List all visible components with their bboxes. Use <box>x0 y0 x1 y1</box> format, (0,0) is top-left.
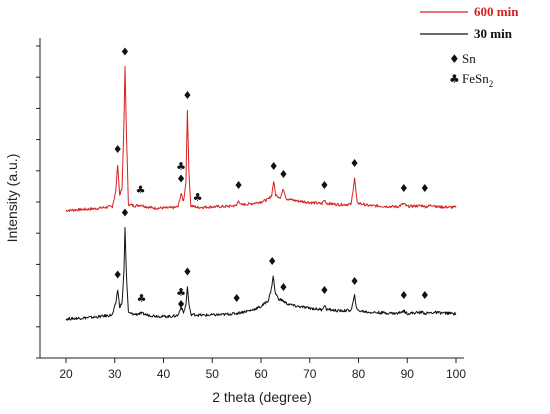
sn-peak-marker: ♦ <box>420 289 430 302</box>
x-tick-label: 100 <box>446 367 466 381</box>
sn-peak-marker: ♦ <box>182 266 192 279</box>
legend-label-600min: 600 min <box>474 4 519 19</box>
fesn2-peak-marker: ♣ <box>176 160 186 173</box>
sn-peak-marker: ♦ <box>232 292 242 305</box>
sn-peak-marker: ♦ <box>399 182 409 195</box>
x-axis-title: 2 theta (degree) <box>212 389 312 405</box>
sn-peak-marker: ♦ <box>350 157 360 170</box>
x-tick-label: 70 <box>303 367 317 381</box>
sn-peak-marker: ♦ <box>113 269 123 282</box>
diamond-icon: ♦ <box>449 52 460 66</box>
series-legend: 600 min 30 min <box>420 4 519 41</box>
sn-peak-marker: ♦ <box>399 289 409 302</box>
phase-label-fesn2-base: FeSn <box>462 71 489 86</box>
sn-peak-marker: ♦ <box>176 298 186 311</box>
series-line-30-min <box>65 227 457 321</box>
sn-peak-marker: ♦ <box>350 275 360 288</box>
y-axis-title: Intensity (a.u.) <box>4 154 20 243</box>
series-layer <box>65 65 457 321</box>
club-icon: ♣ <box>449 72 460 86</box>
sn-peak-marker: ♦ <box>319 179 329 192</box>
phase-legend: ♦ Sn ♣ FeSn2 <box>449 51 493 89</box>
fesn2-peak-marker: ♣ <box>193 191 203 204</box>
x-axis-ticks: 20 30 40 50 60 70 80 90 100 <box>59 358 466 381</box>
sn-peak-marker: ♦ <box>113 143 123 156</box>
y-axis-ticks <box>36 45 40 359</box>
sn-peak-marker: ♦ <box>278 168 288 181</box>
x-tick-label: 30 <box>108 367 122 381</box>
sn-peak-marker: ♦ <box>269 160 279 173</box>
sn-peak-marker: ♦ <box>176 173 186 186</box>
fesn2-peak-marker: ♣ <box>136 183 146 196</box>
x-tick-label: 50 <box>206 367 220 381</box>
sn-peak-marker: ♦ <box>319 284 329 297</box>
x-tick-label: 20 <box>59 367 73 381</box>
x-tick-label: 80 <box>352 367 366 381</box>
fesn2-peak-marker: ♣ <box>176 286 186 299</box>
phase-label-fesn2-subscript: 2 <box>489 79 494 89</box>
sn-peak-marker: ♦ <box>182 89 192 102</box>
plot-frame <box>39 38 464 359</box>
sn-peak-marker: ♦ <box>120 207 130 220</box>
phase-label-sn: Sn <box>462 51 476 66</box>
sn-peak-marker: ♦ <box>420 182 430 195</box>
x-tick-label: 60 <box>254 367 268 381</box>
phase-label-fesn2: FeSn2 <box>462 71 493 89</box>
series-line-600-min <box>65 65 457 212</box>
fesn2-peak-marker: ♣ <box>137 292 147 305</box>
sn-peak-marker: ♦ <box>278 281 288 294</box>
sn-peak-marker: ♦ <box>120 46 130 59</box>
legend-label-30min: 30 min <box>474 26 513 41</box>
phase-annotations: ♦♦♣♣♦♦♣♦♦♦♦♦♦ ♦♦♦♣ ♣♦♦♦♦♦ ♦♦♦ ♦ <box>113 46 430 312</box>
x-tick-label: 40 <box>157 367 171 381</box>
sn-peak-marker: ♦ <box>267 255 277 268</box>
x-tick-label: 90 <box>401 367 415 381</box>
sn-peak-marker: ♦ <box>234 179 244 192</box>
